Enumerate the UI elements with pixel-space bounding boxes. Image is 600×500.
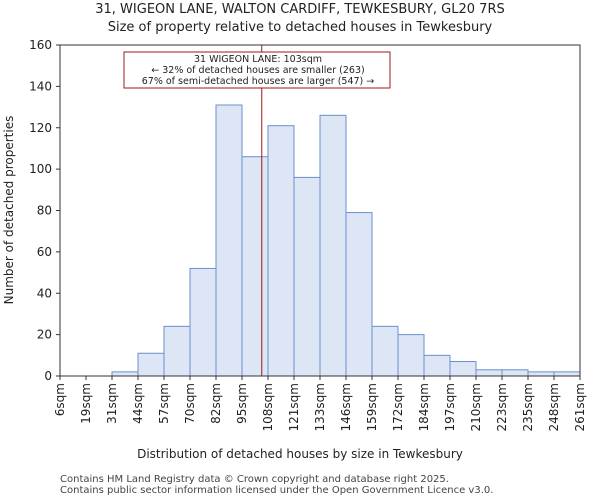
x-tick-label: 248sqm xyxy=(547,383,561,431)
bar-197sqm xyxy=(449,361,477,377)
bar-82sqm xyxy=(215,104,243,377)
x-axis-ticks: 6sqm 19sqm 31sqm 44sqm 57sqm 70sqm 82sqm 95sqm 1… xyxy=(53,376,587,431)
y-tick-label: 80 xyxy=(37,204,52,218)
y-tick-label: 100 xyxy=(29,162,52,176)
x-tick-label: 57sqm xyxy=(157,383,171,424)
y-axis-ticks: 0 20 40 60 80 100 120 140 160 xyxy=(29,38,60,383)
y-tick-label: 40 xyxy=(37,286,52,300)
x-tick-label: 121sqm xyxy=(287,383,301,431)
x-axis-label: Distribution of detached houses by size … xyxy=(137,447,463,461)
x-tick-label: 184sqm xyxy=(417,383,431,431)
x-tick-label: 108sqm xyxy=(261,383,275,431)
bar-133sqm xyxy=(319,114,347,377)
bar-121sqm xyxy=(293,176,321,377)
bar-223sqm xyxy=(501,369,529,377)
bar-44sqm xyxy=(137,352,165,377)
annotation-box: 31 WIGEON LANE: 103sqm ← 32% of detached… xyxy=(123,51,391,89)
x-tick-label: 19sqm xyxy=(79,383,93,424)
bar-172sqm xyxy=(397,334,425,377)
bar-235sqm xyxy=(527,371,555,377)
annotation-line-3: 67% of semi-detached houses are larger (… xyxy=(142,76,375,87)
y-axis-label: Number of detached properties xyxy=(2,116,16,305)
footer-copyright: Contains HM Land Registry data © Crown c… xyxy=(60,474,449,485)
bar-248sqm xyxy=(553,371,581,377)
bar-146sqm xyxy=(345,212,373,377)
chart-subtitle: Size of property relative to detached ho… xyxy=(108,20,493,35)
x-tick-label: 235sqm xyxy=(521,383,535,431)
bar-210sqm xyxy=(475,369,503,377)
y-tick-label: 0 xyxy=(44,369,52,383)
x-tick-label: 210sqm xyxy=(469,383,483,431)
x-tick-label: 261sqm xyxy=(573,383,587,431)
y-tick-label: 60 xyxy=(37,245,52,259)
y-tick-label: 160 xyxy=(29,38,52,52)
y-tick-label: 20 xyxy=(37,328,52,342)
y-tick-label: 120 xyxy=(29,121,52,135)
bar-184sqm xyxy=(423,354,451,377)
x-tick-label: 146sqm xyxy=(339,383,353,431)
bar-31sqm xyxy=(111,371,139,377)
bar-70sqm xyxy=(189,267,217,377)
annotation-frame xyxy=(123,51,391,89)
x-tick-label: 44sqm xyxy=(131,383,145,424)
footer-licence: Contains public sector information licen… xyxy=(60,485,494,496)
x-tick-label: 6sqm xyxy=(53,383,67,416)
x-tick-label: 82sqm xyxy=(209,383,223,424)
x-tick-label: 95sqm xyxy=(235,383,249,424)
bar-95sqm xyxy=(241,156,269,377)
x-tick-label: 31sqm xyxy=(105,383,119,424)
x-tick-label: 172sqm xyxy=(391,383,405,431)
x-tick-label: 223sqm xyxy=(495,383,509,431)
annotation-line-1: 31 WIGEON LANE: 103sqm xyxy=(194,54,322,65)
bar-57sqm xyxy=(163,325,191,377)
bars-group xyxy=(111,104,581,377)
bar-159sqm xyxy=(371,325,399,377)
chart-title: 31, WIGEON LANE, WALTON CARDIFF, TEWKESB… xyxy=(95,2,504,17)
y-tick-label: 140 xyxy=(29,79,52,93)
annotation-line-2: ← 32% of detached houses are smaller (26… xyxy=(151,65,364,76)
plot-frame xyxy=(59,44,581,377)
x-tick-label: 197sqm xyxy=(443,383,457,431)
x-tick-label: 159sqm xyxy=(365,383,379,431)
x-tick-label: 133sqm xyxy=(313,383,327,431)
bar-108sqm xyxy=(267,125,295,377)
x-tick-label: 70sqm xyxy=(183,383,197,424)
